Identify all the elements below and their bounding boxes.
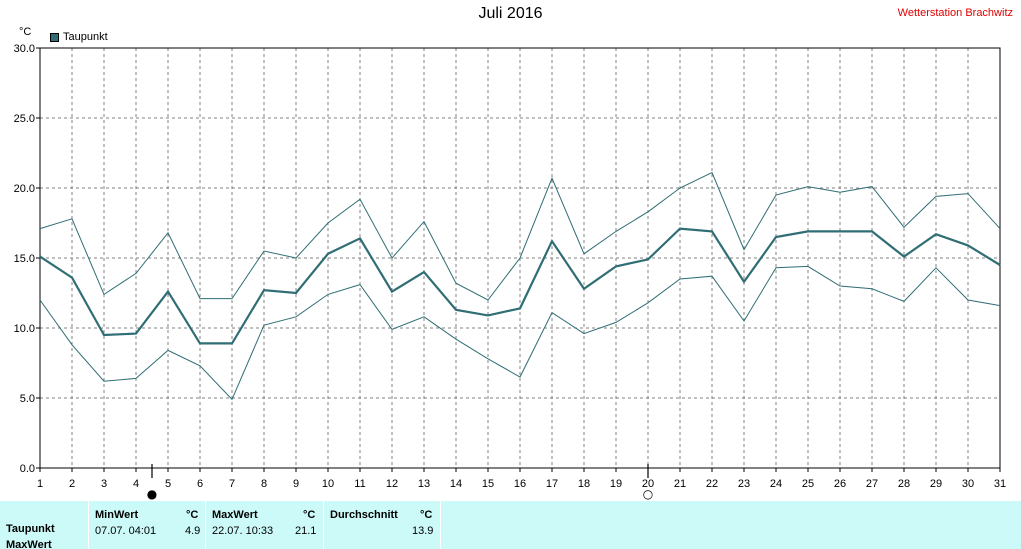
x-tick-label: 17	[546, 478, 558, 490]
x-tick-label: 7	[229, 478, 235, 490]
x-tick-label: 24	[770, 478, 782, 490]
stats-row-label: Taupunkt	[6, 523, 55, 535]
full-moon-icon: ○	[643, 487, 653, 500]
x-tick-label: 19	[610, 478, 622, 490]
x-tick-label: 8	[261, 478, 267, 490]
avg-header: Durchschnitt	[330, 509, 398, 521]
stats-panel: Taupunkt MaxWert MinWert °C 07.07. 04:01…	[0, 501, 1021, 549]
x-tick-label: 28	[898, 478, 910, 490]
min-cell: MinWert °C 07.07. 04:01 4.9	[88, 501, 206, 549]
legend-label: Taupunkt	[63, 31, 108, 43]
x-tick-label: 12	[386, 478, 398, 490]
max-time: 22.07. 10:33	[212, 525, 274, 537]
max-cell: MaxWert °C 22.07. 10:33 21.1	[206, 501, 324, 549]
max-unit: °C	[303, 509, 316, 521]
x-tick-label: 22	[706, 478, 718, 490]
x-tick-label: 18	[578, 478, 590, 490]
avg-value: 13.9	[412, 525, 434, 537]
x-tick-label: 31	[994, 478, 1006, 490]
x-tick-label: 30	[962, 478, 974, 490]
stats-row-label-2: MaxWert	[6, 539, 52, 549]
y-tick-label: 20.0	[14, 183, 35, 195]
max-header: MaxWert	[212, 509, 258, 521]
x-tick-label: 9	[293, 478, 299, 490]
x-tick-label: 11	[354, 478, 365, 490]
x-tick-label: 29	[930, 478, 942, 490]
x-tick-label: 16	[514, 478, 526, 490]
grid	[40, 48, 1000, 468]
y-tick-label: 30.0	[14, 43, 35, 55]
y-tick-label: 0.0	[20, 463, 35, 475]
x-tick-label: 23	[738, 478, 750, 490]
x-tick-label: 26	[834, 478, 846, 490]
legend-swatch	[50, 32, 59, 42]
series-line-taupunkt	[39, 227, 1001, 345]
min-header: MinWert	[95, 509, 139, 521]
x-tick-label: 15	[482, 478, 494, 490]
avg-cell: Durchschnitt °C 13.9	[324, 501, 441, 549]
x-tick-label: 27	[866, 478, 878, 490]
min-unit: °C	[186, 509, 199, 521]
series-lines	[39, 171, 1001, 401]
y-axis-unit: °C	[19, 26, 32, 38]
x-tick-label: 6	[197, 478, 203, 490]
x-tick-label: 25	[802, 478, 814, 490]
x-tick-label: 14	[450, 478, 462, 490]
min-time: 07.07. 04:01	[95, 525, 157, 537]
chart-title: Juli 2016	[478, 5, 543, 22]
avg-unit: °C	[420, 509, 433, 521]
series-line-upper	[39, 171, 1001, 301]
legend: Taupunkt	[50, 31, 108, 43]
x-tick-label: 5	[165, 478, 171, 490]
x-tick-label: 3	[101, 478, 107, 490]
x-tick-label: 1	[37, 478, 43, 490]
station-name: Wetterstation Brachwitz	[897, 7, 1013, 19]
y-tick-label: 5.0	[20, 393, 35, 405]
moon-phases: ● ○	[147, 464, 653, 500]
new-moon-icon: ●	[147, 487, 157, 500]
x-axis: 1 2 3 4 5 6 7 8 9 10 11 12 13 14 15 16 17 18 19 20 21 22 23 24 2…	[37, 468, 1006, 490]
series-line-lower	[39, 265, 1001, 401]
min-value: 4.9	[185, 525, 201, 537]
y-tick-label: 25.0	[14, 113, 35, 125]
y-tick-label: 10.0	[14, 323, 35, 335]
max-value: 21.1	[295, 525, 317, 537]
x-tick-label: 10	[322, 478, 334, 490]
y-axis: 0.0 5.0 10.0 15.0 20.0 25.0 30.0	[14, 43, 40, 475]
x-tick-label: 20	[642, 478, 654, 490]
x-tick-label: 2	[69, 478, 75, 490]
x-tick-label: 13	[418, 478, 430, 490]
dewpoint-chart: 0.05.010.015.020.025.030.0 1 2 3 4 5 6 7 8 9 10 11…	[14, 43, 1007, 500]
x-tick-label: 21	[674, 478, 686, 490]
y-tick-label: 15.0	[14, 253, 35, 265]
x-tick-label: 4	[133, 478, 139, 490]
